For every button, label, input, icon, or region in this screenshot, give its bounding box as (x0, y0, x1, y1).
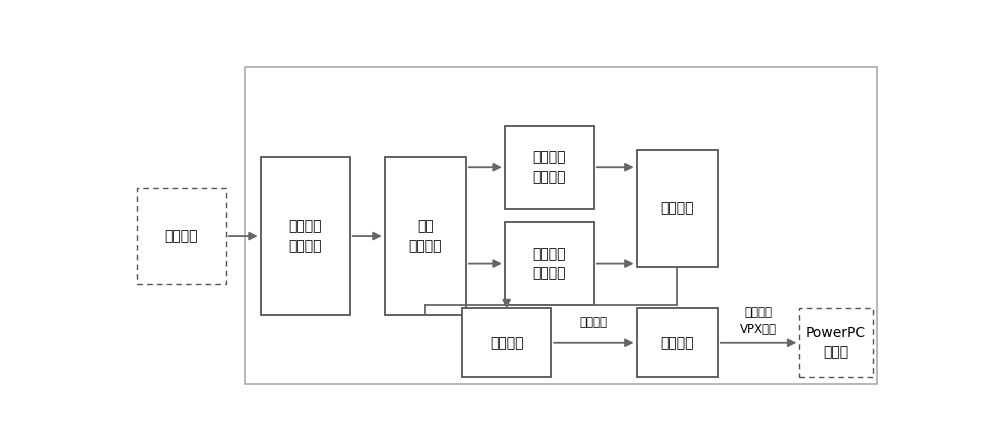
Bar (261, 157, 350, 315)
Text: 数据缓存: 数据缓存 (660, 336, 694, 350)
Bar (637, 308, 718, 377)
Text: 判决处理: 判决处理 (660, 202, 694, 215)
Bar (462, 308, 551, 377)
Text: 打包上传
VPX总线: 打包上传 VPX总线 (740, 306, 777, 336)
Text: 串行时钟
个数统计: 串行时钟 个数统计 (533, 151, 566, 184)
Text: PowerPC
计算机: PowerPC 计算机 (806, 326, 866, 359)
Text: 多次
高速采样: 多次 高速采样 (409, 219, 442, 253)
Bar (637, 150, 718, 267)
Text: 方位数据: 方位数据 (580, 316, 608, 329)
Text: 信号滤波
去除毛刺: 信号滤波 去除毛刺 (288, 219, 322, 253)
Text: 串行时钟
周期统计: 串行时钟 周期统计 (533, 247, 566, 280)
Text: 伺服方位: 伺服方位 (164, 229, 198, 243)
Bar (385, 157, 466, 315)
Bar (137, 188, 226, 284)
Bar (245, 67, 877, 384)
Text: 串并转换: 串并转换 (490, 336, 523, 350)
Bar (799, 308, 873, 377)
Bar (505, 126, 594, 208)
Bar (505, 222, 594, 305)
